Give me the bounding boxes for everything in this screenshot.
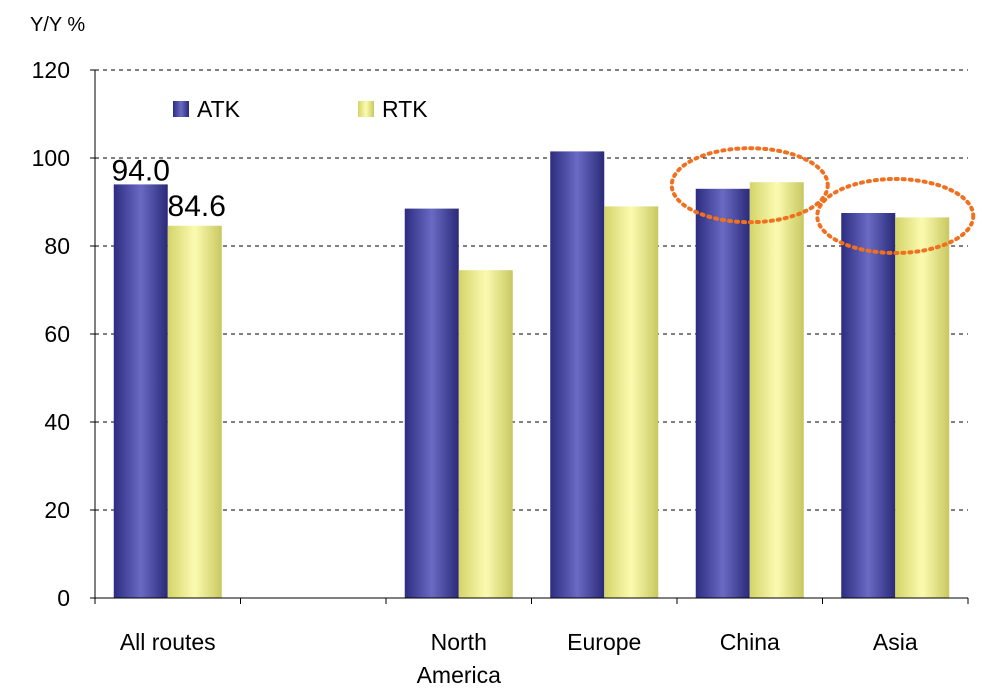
x-category-label: China [720,629,780,655]
bar-atk [113,184,168,598]
x-category-label: North [431,629,487,655]
bar-rtk [604,206,659,598]
bar-rtk [895,217,950,598]
bar-atk [841,213,896,598]
bar-rtk [458,270,513,598]
bar-atk [550,151,605,598]
bar-rtk [167,225,222,598]
legend-swatch-atk [173,101,189,117]
highlight-ellipse [815,177,976,255]
bar-rtk [749,182,804,598]
y-tick-label: 20 [44,497,70,523]
y-tick-label: 60 [44,321,70,347]
y-tick-label: 0 [57,585,70,611]
legend-label-rtk: RTK [382,96,428,122]
y-axis-unit-label: Y/Y % [30,14,85,36]
x-category-label: Asia [873,629,918,655]
bar-atk [404,208,459,598]
labels: 0 20 40 60 80 100 120 Y/Y % All routes North Ameri… [30,14,918,688]
y-tick-label: 80 [44,233,70,259]
y-tick-label: 120 [32,57,70,83]
x-category-label: All routes [120,629,216,655]
highlight-ellipse [669,146,830,225]
y-tick-label: 100 [32,145,70,171]
data-label: 94.0 [112,154,170,187]
legend-swatch-rtk [358,101,374,117]
bar-atk [695,188,750,599]
highlights [669,146,976,255]
bars [113,151,950,599]
data-label: 84.6 [168,190,226,223]
y-tick-label: 40 [44,409,70,435]
gridlines [95,69,968,511]
legend: ATK RTK [173,96,428,122]
legend-label-atk: ATK [197,96,241,122]
axes [90,69,969,604]
x-category-label: Europe [567,629,641,655]
x-category-label: America [417,662,502,688]
